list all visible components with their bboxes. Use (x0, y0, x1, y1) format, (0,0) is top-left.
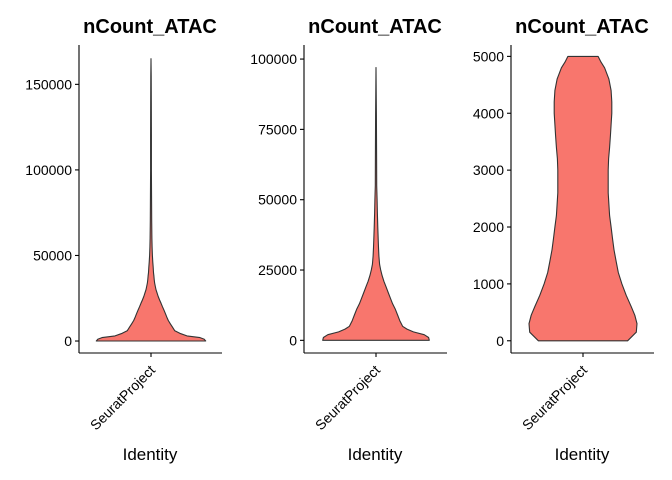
y-tick-label: 25000 (258, 262, 297, 278)
chart-title: nCount_ATAC (83, 16, 217, 38)
x-axis-title: Identity (555, 445, 610, 464)
x-tick-label: SeuratProject (87, 362, 158, 433)
violin-panel-2: nCount_ATAC 0 25000 50000 75000 100000 SeuratP… (250, 16, 447, 464)
y-tick-label: 100000 (250, 51, 297, 67)
y-tick-label: 100000 (25, 162, 72, 178)
y-tick-label: 50000 (33, 247, 72, 263)
y-tick-label: 0 (496, 333, 504, 349)
y-tick-label: 1000 (473, 276, 504, 292)
y-tick-label: 0 (289, 332, 297, 348)
y-tick-label: 2000 (473, 219, 504, 235)
violin-panel-1: nCount_ATAC 0 50000 100000 150000 SeuratProje… (25, 16, 222, 464)
x-axis-title: Identity (123, 445, 178, 464)
x-tick-label: SeuratProject (312, 362, 383, 433)
chart-title: nCount_ATAC (308, 16, 442, 38)
y-tick-label: 0 (64, 333, 72, 349)
violin-shape (528, 55, 638, 342)
violin-panel-3: nCount_ATAC 0 1000 2000 3000 4000 5000 SeuratPr… (473, 16, 654, 464)
chart-title: nCount_ATAC (515, 16, 649, 38)
y-tick-label: 5000 (473, 48, 504, 64)
y-tick-label: 150000 (25, 76, 72, 92)
x-axis-title: Identity (348, 445, 403, 464)
x-tick-label: SeuratProject (519, 362, 590, 433)
y-tick-label: 3000 (473, 162, 504, 178)
y-tick-label: 4000 (473, 105, 504, 121)
violin-shape (95, 58, 207, 342)
y-tick-label: 75000 (258, 121, 297, 137)
violin-shape (322, 66, 430, 341)
y-tick-label: 50000 (258, 192, 297, 208)
